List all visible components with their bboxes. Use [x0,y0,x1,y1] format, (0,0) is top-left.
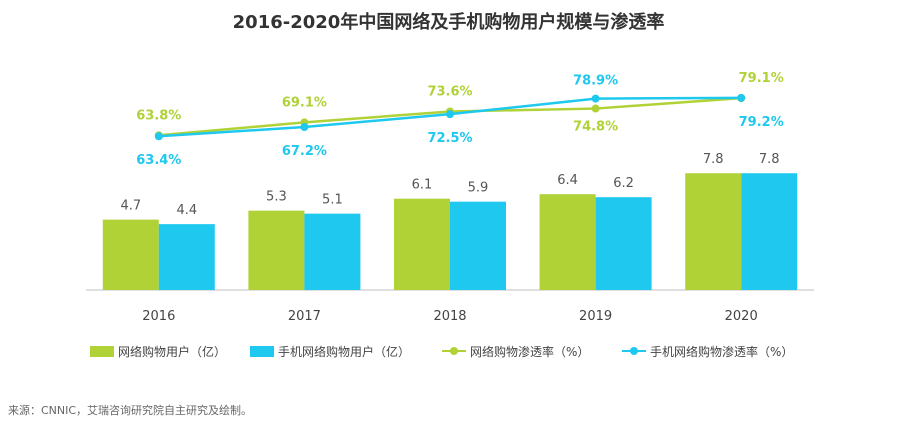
chart-plot: 4.7 4.4 2016 5.3 5.1 2017 6.1 5.9 2018 6.4 6.2 2019… [86,71,814,324]
x-tick-label: 2018 [433,309,466,324]
source-note: 来源：CNNIC，艾瑞咨询研究院自主研究及绘制。 [8,404,253,417]
bar-value-label: 6.1 [412,178,433,193]
rate-label: 73.6% [427,84,472,99]
bar-value-label: 5.9 [468,181,489,196]
x-tick-label: 2019 [579,309,612,324]
line-marker [446,110,454,119]
chart-title: 2016-2020年中国网络及手机购物用户规模与渗透率 [232,12,665,33]
x-tick-label: 2020 [725,309,758,324]
legend-line-green [442,346,466,357]
bar-mobile-users [158,224,215,290]
bar-online-users [685,173,742,290]
legend-item-online-rate: 网络购物渗透率（%） [442,343,589,360]
bar-online-users [394,198,450,290]
rate-label: 79.2% [739,115,784,130]
legend-swatch-blue [250,346,274,357]
bar-value-label: 4.4 [176,203,197,218]
legend-item-mobile-users: 手机网络购物用户（亿） [250,343,410,360]
line-marker [737,93,746,102]
bar-mobile-users [595,197,652,290]
legend-label: 网络购物渗透率（%） [470,345,590,359]
bar-value-label: 5.1 [322,193,343,208]
bar-value-label: 6.2 [613,176,634,191]
rate-label: 72.5% [427,131,472,146]
bar-online-users [539,194,596,290]
bar-online-users [248,210,305,290]
bar-value-label: 6.4 [557,173,578,188]
x-tick-label: 2016 [142,309,175,324]
rate-label: 74.8% [573,120,618,135]
bar-mobile-users [304,213,361,290]
line-marker [591,104,600,113]
bar-value-label: 4.7 [120,199,141,214]
legend-item-mobile-rate: 手机网络购物渗透率（%） [622,343,793,360]
rate-label: 69.1% [282,95,327,110]
legend-swatch-green [90,346,114,357]
line-marker [591,94,600,103]
line-marker [300,123,309,132]
x-tick-label: 2017 [288,309,321,324]
bar-mobile-users [450,201,506,290]
legend-line-blue [622,346,646,357]
bar-online-users [102,219,159,290]
rate-label: 79.1% [739,71,784,86]
rate-label: 67.2% [282,144,327,159]
legend-label: 手机网络购物渗透率（%） [650,345,794,359]
legend-label: 手机网络购物用户（亿） [278,345,411,359]
bar-value-label: 7.8 [759,152,780,167]
chart-legend: 网络购物用户（亿） 手机网络购物用户（亿） 网络购物渗透率（%） 手机网络购物渗… [0,343,897,363]
line-marker [154,132,163,141]
bar-value-label: 5.3 [266,190,287,205]
rate-label: 63.4% [136,153,181,168]
legend-item-online-users: 网络购物用户（亿） [90,343,226,360]
rate-label: 78.9% [573,74,618,89]
rate-label: 63.8% [136,108,181,123]
legend-label: 网络购物用户（亿） [118,345,227,359]
bar-value-label: 7.8 [703,152,724,167]
bar-mobile-users [741,173,798,290]
